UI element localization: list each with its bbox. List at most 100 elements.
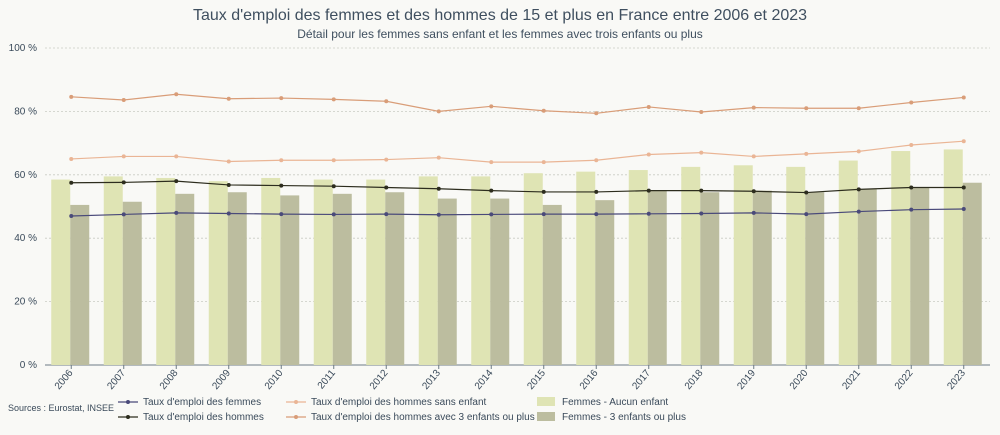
- point: [804, 106, 809, 111]
- bar: [786, 166, 806, 365]
- legend-swatch: [537, 397, 555, 406]
- point: [804, 212, 809, 217]
- bar: [628, 170, 648, 365]
- bar: [943, 149, 963, 365]
- x-tick-label: 2017: [630, 368, 653, 392]
- bar: [175, 193, 195, 365]
- point: [384, 185, 389, 190]
- x-tick-label: 2016: [578, 368, 601, 392]
- point: [594, 212, 599, 217]
- point: [331, 184, 336, 189]
- bar: [227, 192, 247, 365]
- bar: [366, 179, 386, 365]
- point: [856, 149, 861, 154]
- legend-label: Taux d'emploi des hommes sans enfant: [311, 397, 487, 408]
- point: [279, 183, 284, 188]
- point: [121, 154, 126, 159]
- x-tick-label: 2008: [158, 368, 181, 392]
- point: [594, 111, 599, 116]
- x-tick-label: 2010: [263, 368, 286, 392]
- legend-label: Femmes - Aucun enfant: [562, 397, 668, 408]
- point: [751, 210, 756, 215]
- point: [751, 189, 756, 194]
- bar: [962, 182, 982, 365]
- y-tick-label: 20 %: [14, 297, 37, 308]
- x-tick-label: 2013: [420, 368, 443, 392]
- bar: [208, 181, 228, 365]
- point: [331, 212, 336, 217]
- x-tick-label: 2020: [788, 368, 811, 392]
- x-tick-label: 2021: [840, 368, 863, 392]
- legend-swatch: [537, 412, 555, 421]
- point: [856, 209, 861, 214]
- bar: [471, 176, 491, 365]
- point: [909, 185, 914, 190]
- x-tick-label: 2009: [210, 368, 233, 392]
- bar: [700, 192, 720, 365]
- x-tick-label: 2019: [735, 368, 758, 392]
- legend-marker: [294, 415, 298, 419]
- point: [279, 96, 284, 101]
- series-line: [71, 93, 964, 114]
- point: [384, 157, 389, 162]
- x-tick-label: 2006: [53, 368, 76, 392]
- bar: [490, 198, 510, 365]
- point: [174, 92, 179, 97]
- chart-title: Taux d'emploi des femmes et des hommes d…: [193, 7, 807, 24]
- point: [594, 189, 599, 194]
- y-axis: 0 % 20 % 40 % 60 % 80 % 100 %: [9, 43, 37, 371]
- point: [909, 143, 914, 148]
- point: [226, 159, 231, 164]
- x-tick-label: 2007: [105, 368, 128, 392]
- point: [594, 158, 599, 163]
- point: [384, 99, 389, 104]
- point: [646, 104, 651, 109]
- point: [174, 210, 179, 215]
- legend: Taux d'emploi des femmes Taux d'emploi de…: [118, 397, 686, 423]
- point: [436, 212, 441, 217]
- bar: [595, 200, 615, 365]
- point: [961, 139, 966, 144]
- point: [646, 188, 651, 193]
- x-tick-label: 2022: [893, 368, 916, 392]
- bar: [332, 193, 352, 365]
- bar: [385, 192, 405, 365]
- point: [384, 212, 389, 217]
- point: [804, 190, 809, 195]
- grid: [45, 47, 990, 366]
- bar: [891, 151, 911, 365]
- bar: [261, 177, 281, 365]
- y-tick-label: 100 %: [9, 43, 37, 54]
- chart-subtitle: Détail pour les femmes sans enfant et le…: [297, 27, 703, 41]
- x-tick-label: 2023: [945, 368, 968, 392]
- point: [541, 160, 546, 165]
- point: [436, 186, 441, 191]
- bars: [51, 149, 982, 365]
- point: [961, 95, 966, 100]
- bar: [733, 165, 753, 365]
- point: [279, 212, 284, 217]
- x-tick-label: 2011: [316, 368, 339, 392]
- point: [121, 97, 126, 102]
- point: [489, 160, 494, 165]
- point: [69, 180, 74, 185]
- y-tick-label: 0 %: [20, 360, 37, 371]
- bar: [805, 192, 825, 365]
- series-line: [71, 140, 964, 163]
- point: [489, 104, 494, 109]
- bar: [103, 176, 123, 365]
- point: [541, 212, 546, 217]
- point: [331, 158, 336, 163]
- point: [489, 188, 494, 193]
- legend-label: Femmes - 3 enfants ou plus: [562, 412, 686, 423]
- point: [174, 179, 179, 184]
- bar: [156, 177, 176, 365]
- bar: [857, 189, 877, 365]
- bar: [576, 171, 596, 365]
- point: [699, 188, 704, 193]
- point: [226, 211, 231, 216]
- bar: [752, 190, 772, 365]
- bar: [910, 187, 930, 365]
- legend-label: Taux d'emploi des hommes avec 3 enfants …: [311, 412, 535, 423]
